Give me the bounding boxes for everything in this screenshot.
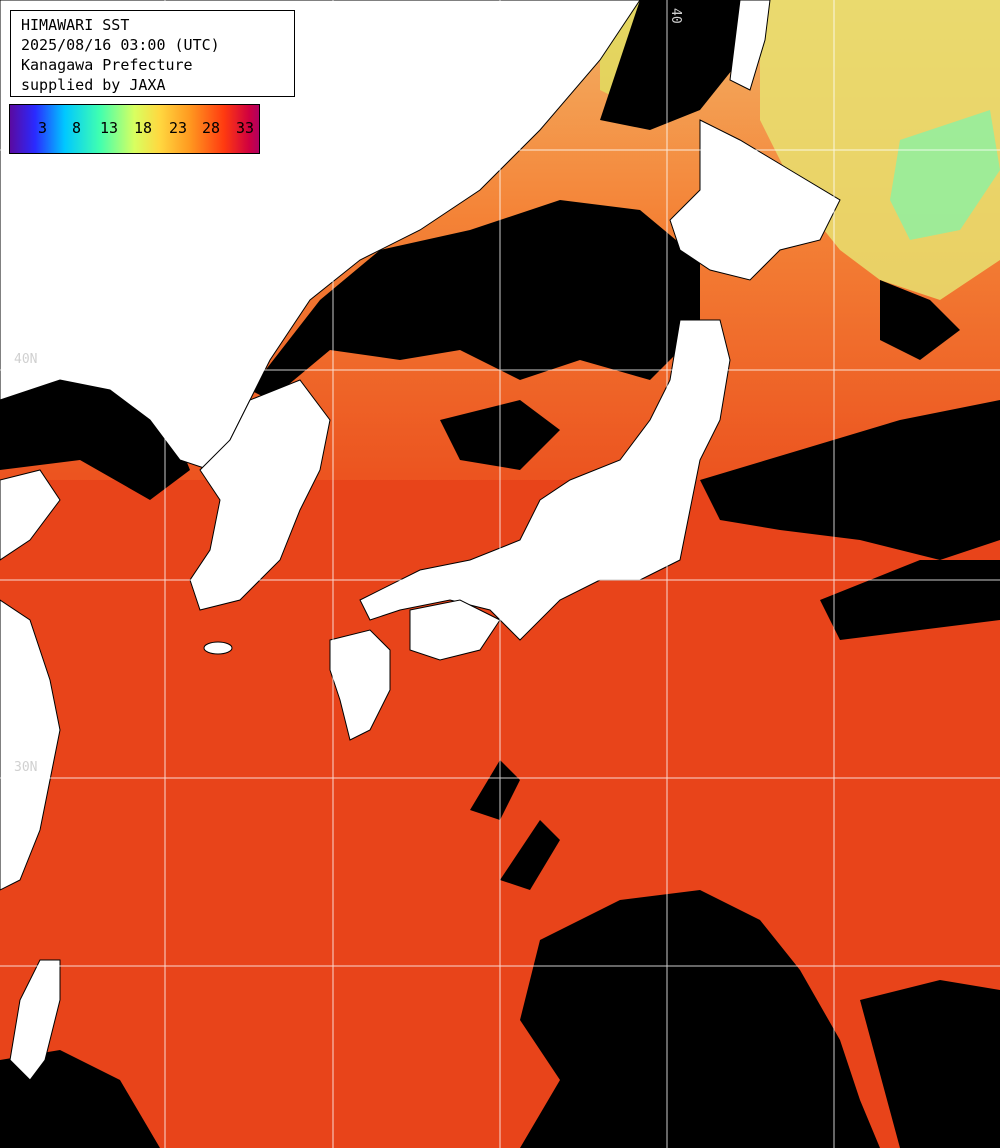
legend-tick: 18 xyxy=(134,119,153,137)
title-line-supplier: supplied by JAXA xyxy=(21,76,166,94)
legend-tick: 23 xyxy=(169,119,188,137)
land-hokkaido xyxy=(669,119,841,281)
map-title-box: HIMAWARI SST 2025/08/16 03:00 (UTC) Kana… xyxy=(10,10,295,97)
land-sakhalin xyxy=(729,0,771,91)
title-line-product: HIMAWARI SST xyxy=(21,16,130,34)
cold-water-patch xyxy=(890,110,1000,240)
lat-label-40n: 40N xyxy=(14,352,38,367)
land-china-east xyxy=(0,599,61,891)
temperature-legend: 3 8 13 18 23 28 33 xyxy=(9,104,260,154)
title-line-datetime: 2025/08/16 03:00 (UTC) xyxy=(21,36,220,54)
land-shikoku xyxy=(409,599,501,661)
land-taiwan xyxy=(9,959,61,1081)
legend-tick: 28 xyxy=(202,119,221,137)
legend-tick: 33 xyxy=(236,119,255,137)
legend-tick: 8 xyxy=(72,119,82,137)
land-china-coast xyxy=(0,469,61,561)
lon-label-top: 40 xyxy=(668,8,683,24)
land-honshu xyxy=(359,319,731,641)
land-jeju xyxy=(203,641,233,655)
legend-tick: 3 xyxy=(38,119,48,137)
title-line-organization: Kanagawa Prefecture xyxy=(21,56,193,74)
legend-tick: 13 xyxy=(100,119,119,137)
lat-label-30n: 30N xyxy=(14,760,38,775)
land-korea xyxy=(189,379,331,611)
